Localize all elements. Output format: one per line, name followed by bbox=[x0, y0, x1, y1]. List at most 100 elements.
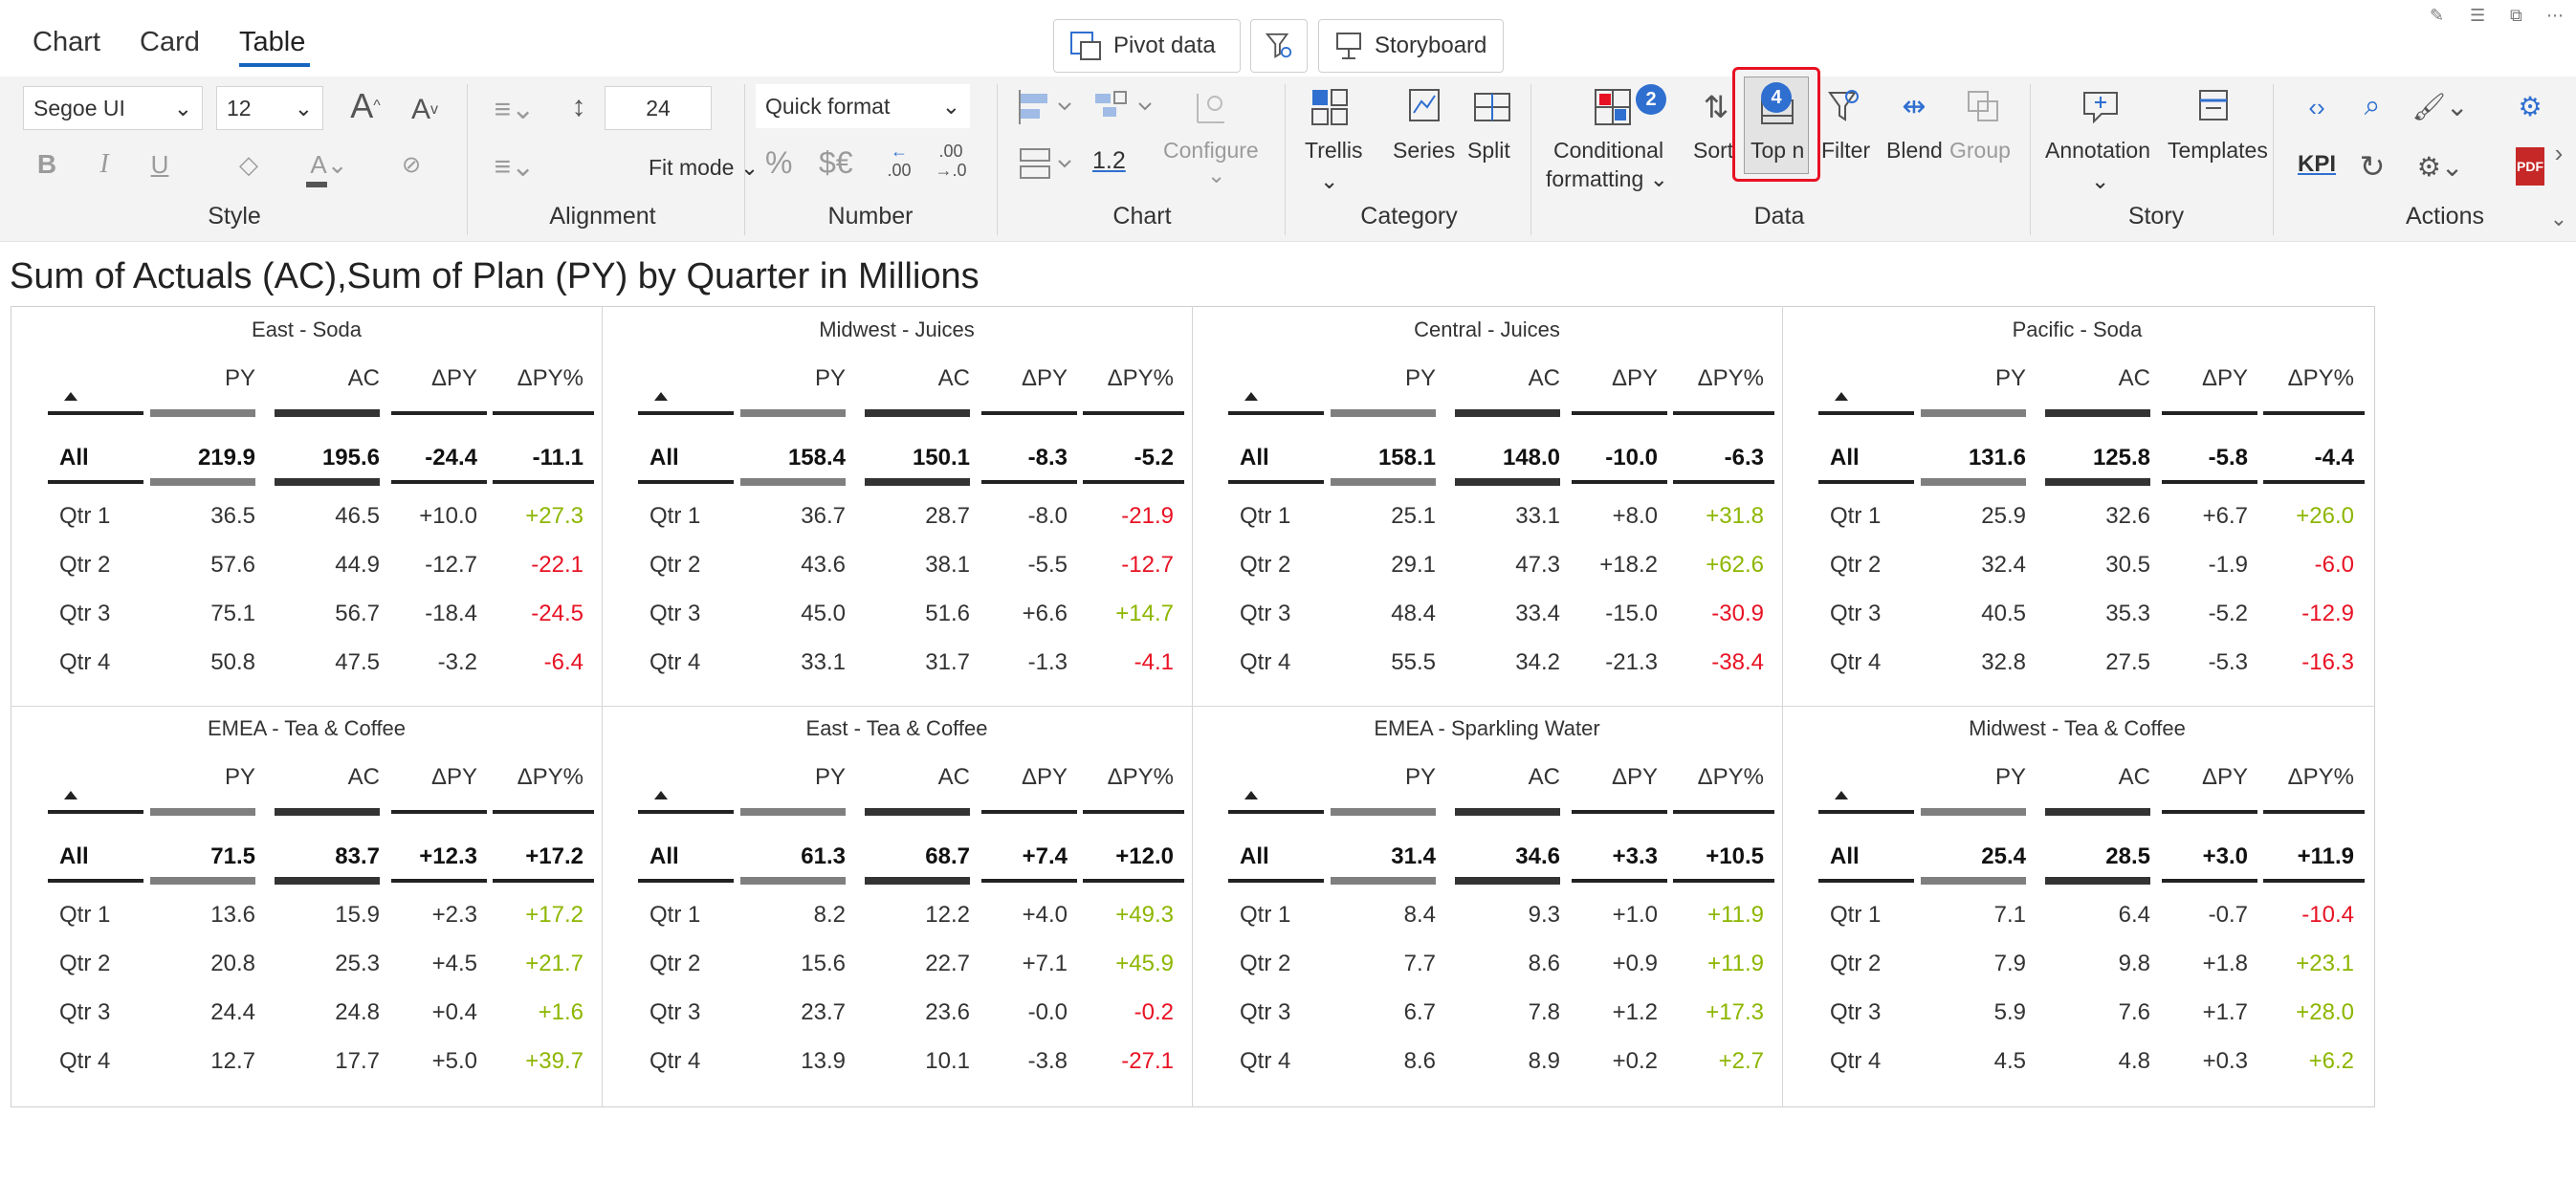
column-header[interactable]: PY bbox=[1404, 365, 1436, 391]
filter-settings-button[interactable] bbox=[1250, 19, 1308, 73]
group-label[interactable]: Group bbox=[1949, 138, 2011, 163]
trellis-icon[interactable] bbox=[1309, 86, 1351, 128]
filter-lines-icon[interactable]: ☰ bbox=[2470, 6, 2486, 25]
column-header[interactable]: AC bbox=[1528, 764, 1560, 790]
vertical-align-icon[interactable]: ≡⌄ bbox=[494, 150, 536, 183]
column-chart-icon[interactable] bbox=[1016, 143, 1079, 186]
column-header[interactable]: AC bbox=[937, 764, 970, 790]
row-height-icon[interactable]: ↕ bbox=[571, 91, 586, 122]
column-header[interactable]: ΔPY bbox=[1021, 764, 1068, 790]
column-header[interactable]: ΔPY% bbox=[1107, 365, 1174, 391]
chevron-down-icon[interactable]: ⌄ bbox=[2091, 168, 2110, 193]
column-header[interactable]: AC bbox=[347, 365, 380, 391]
quick-format-select[interactable]: Quick format ⌄ bbox=[756, 84, 970, 128]
group-icon[interactable] bbox=[1963, 84, 2003, 128]
tab-chart[interactable]: Chart bbox=[33, 27, 100, 57]
split-label[interactable]: Split bbox=[1467, 138, 1510, 163]
templates-icon[interactable] bbox=[2194, 84, 2236, 128]
templates-label[interactable]: Templates bbox=[2168, 138, 2268, 163]
currency-format-button[interactable]: $€ bbox=[819, 145, 853, 180]
filter-icon[interactable] bbox=[1825, 84, 1863, 128]
column-header[interactable]: PY bbox=[1994, 764, 2026, 790]
collapse-ribbon-icon[interactable]: ⌄ bbox=[2549, 207, 2568, 230]
column-header[interactable]: ΔPY bbox=[1021, 365, 1068, 391]
waterfall-chart-icon[interactable] bbox=[1089, 86, 1159, 128]
font-family-select[interactable]: Segoe UI ⌄ bbox=[23, 86, 203, 130]
increase-decimals-button[interactable]: .00 →.0 bbox=[930, 142, 972, 180]
chevron-right-icon[interactable]: › bbox=[2554, 138, 2564, 167]
horizontal-align-icon[interactable]: ≡⌄ bbox=[494, 93, 536, 125]
decrease-decimals-button[interactable]: ← .00 bbox=[878, 142, 920, 180]
underline-icon[interactable]: U bbox=[150, 149, 169, 179]
increase-font-icon[interactable]: A ^ bbox=[350, 86, 381, 125]
sort-ascending-icon[interactable] bbox=[1244, 791, 1258, 799]
hide-icon[interactable]: ⊘ bbox=[401, 151, 422, 178]
chart-settings-icon[interactable] bbox=[1192, 86, 1230, 128]
bar-chart-icon[interactable] bbox=[1016, 86, 1079, 128]
column-header[interactable]: AC bbox=[2118, 764, 2150, 790]
percent-format-button[interactable]: % bbox=[765, 145, 793, 180]
column-header[interactable]: AC bbox=[2118, 365, 2150, 391]
blend-icon[interactable]: ⇹ bbox=[1902, 90, 1926, 122]
kpi-button[interactable]: KPI bbox=[2298, 151, 2337, 177]
sort-ascending-icon[interactable] bbox=[1835, 791, 1848, 799]
sort-ascending-icon[interactable] bbox=[1244, 392, 1258, 401]
row-height-input[interactable]: 24 bbox=[605, 86, 712, 130]
sort-ascending-icon[interactable] bbox=[1835, 392, 1848, 401]
configure-button[interactable]: Configure bbox=[1163, 138, 1259, 163]
column-header[interactable]: ΔPY% bbox=[1697, 365, 1764, 391]
font-size-select[interactable]: 12 ⌄ bbox=[216, 86, 323, 130]
sort-ascending-icon[interactable] bbox=[64, 791, 77, 799]
column-header[interactable]: ΔPY bbox=[2201, 365, 2248, 391]
column-header[interactable]: ΔPY bbox=[1611, 365, 1658, 391]
column-header[interactable]: ΔPY% bbox=[517, 764, 583, 790]
split-icon[interactable] bbox=[1471, 86, 1513, 128]
sort-ascending-icon[interactable] bbox=[654, 392, 668, 401]
column-header[interactable]: ΔPY% bbox=[2287, 365, 2354, 391]
blend-label[interactable]: Blend bbox=[1886, 138, 1943, 163]
search-icon[interactable]: ⌕ bbox=[2364, 90, 2381, 121]
column-header[interactable]: ΔPY bbox=[1611, 764, 1658, 790]
settings-extra-icon[interactable]: ⚙ bbox=[2518, 91, 2543, 121]
sort-label[interactable]: Sort bbox=[1693, 138, 1734, 163]
pivot-data-button[interactable]: Pivot data bbox=[1053, 19, 1241, 73]
fit-mode-select[interactable]: Fit mode ⌄ bbox=[649, 155, 759, 181]
code-icon[interactable]: ‹› bbox=[2308, 92, 2325, 121]
column-header[interactable]: ΔPY% bbox=[517, 365, 583, 391]
column-header[interactable]: PY bbox=[224, 764, 255, 790]
column-header[interactable]: ΔPY bbox=[430, 365, 477, 391]
more-options-icon[interactable]: ⋯ bbox=[2546, 6, 2564, 25]
chevron-down-icon[interactable]: ⌄ bbox=[1207, 163, 1226, 187]
column-header[interactable]: AC bbox=[937, 365, 970, 391]
annotation-label[interactable]: Annotation bbox=[2045, 138, 2150, 163]
refresh-icon[interactable]: ↻ bbox=[2359, 149, 2386, 184]
tab-table[interactable]: Table bbox=[239, 27, 306, 57]
italic-icon[interactable]: I bbox=[99, 149, 109, 179]
font-color-icon[interactable]: A⌄ bbox=[310, 149, 348, 179]
column-header[interactable]: PY bbox=[1994, 365, 2026, 391]
sort-ascending-icon[interactable] bbox=[654, 791, 668, 799]
column-header[interactable]: PY bbox=[224, 365, 255, 391]
filter-label[interactable]: Filter bbox=[1821, 138, 1871, 163]
storyboard-button[interactable]: Storyboard bbox=[1318, 19, 1504, 73]
chevron-down-icon[interactable]: ⌄ bbox=[1320, 168, 1339, 193]
pdf-export-icon[interactable]: PDF bbox=[2516, 147, 2544, 186]
column-header[interactable]: AC bbox=[1528, 365, 1560, 391]
column-header[interactable]: AC bbox=[347, 764, 380, 790]
column-header[interactable]: PY bbox=[814, 764, 846, 790]
conditional-formatting-dropdown[interactable]: formatting ⌄ bbox=[1546, 166, 1668, 191]
column-header[interactable]: ΔPY% bbox=[1697, 764, 1764, 790]
column-header[interactable]: ΔPY% bbox=[2287, 764, 2354, 790]
fill-color-icon[interactable]: ◇ bbox=[239, 149, 258, 179]
column-header[interactable]: ΔPY bbox=[2201, 764, 2248, 790]
column-header[interactable]: ΔPY bbox=[430, 764, 477, 790]
column-header[interactable]: PY bbox=[1404, 764, 1436, 790]
series-icon[interactable] bbox=[1404, 86, 1446, 128]
conditional-formatting-icon[interactable] bbox=[1592, 86, 1634, 128]
conditional-formatting-label-1[interactable]: Conditional bbox=[1553, 138, 1664, 163]
annotation-icon[interactable] bbox=[2080, 84, 2122, 128]
scale-factor-button[interactable]: 1.2 bbox=[1092, 147, 1126, 174]
sort-icon[interactable]: ⇅ bbox=[1703, 90, 1729, 124]
sort-ascending-icon[interactable] bbox=[64, 392, 77, 401]
focus-mode-icon[interactable]: ⧉ bbox=[2510, 6, 2522, 25]
